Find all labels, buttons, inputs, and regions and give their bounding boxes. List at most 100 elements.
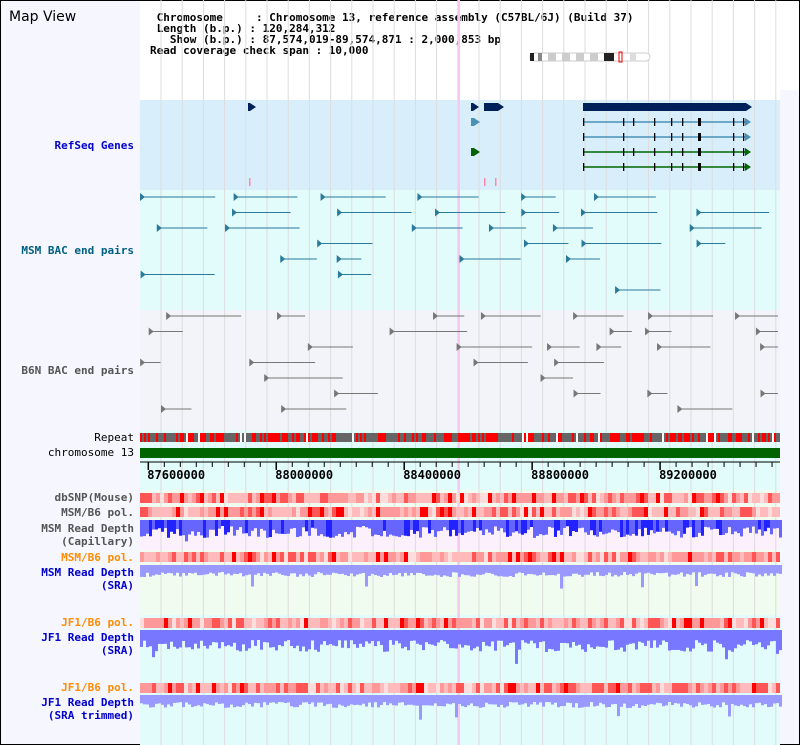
msm-cap-depth-bar [488, 520, 491, 533]
jf1-b6-pol-2-cell [228, 683, 232, 693]
dbsnp-cell [508, 493, 512, 503]
jf1-b6-pol-2-cell [700, 683, 704, 693]
msm-cap-depth-bar [698, 520, 701, 533]
msm-depth-capillary-label[interactable]: MSM Read Depth (Capillary) [41, 522, 134, 548]
msm-depth-sra-label[interactable]: MSM Read Depth (SRA) [41, 566, 134, 592]
msm-b6-pol-cell [356, 507, 360, 517]
jf1-b6-pol-2-cell [332, 683, 336, 693]
msm-sra-depth-bar [404, 565, 407, 573]
msm-b6-pol-cell [776, 507, 780, 517]
dbsnp-cell [316, 493, 320, 503]
msm-b6-sra-pol-cell [456, 552, 460, 562]
msm-b6-pol-cell [596, 507, 600, 517]
msm-sra-depth-bar [605, 565, 608, 575]
repeat-block [208, 433, 210, 442]
jf1-trim-depth-bar [509, 695, 512, 703]
msm-sra-depth-bar [386, 565, 389, 576]
msm-cap-depth-bar [230, 520, 233, 527]
jf1-b6-pol-2-cell [244, 683, 248, 693]
refseq-label[interactable]: RefSeq Genes [54, 139, 134, 152]
jf1-b6-pol-2-cell [680, 683, 684, 693]
jf1-depth-sra-label[interactable]: JF1 Read Depth (SRA) [41, 631, 134, 657]
msm-bac-label[interactable]: MSM BAC end pairs [21, 244, 134, 257]
jf1-b6-pol-2-cell [368, 683, 372, 693]
msm-sra-depth-bar [680, 565, 683, 573]
jf1-trim-depth-bar [203, 695, 206, 704]
repeat-block [352, 433, 354, 442]
jf1-sra-depth-bar [365, 630, 368, 642]
bac-end-icon [581, 239, 587, 248]
jf1-b6-pol-cell [544, 618, 548, 628]
msm-cap-depth-bar [368, 520, 371, 529]
msm-cap-depth-bar [575, 520, 578, 532]
msm-cap-depth-bar [497, 520, 500, 531]
repeat-block [710, 433, 712, 442]
jf1-b6-pol-cell [488, 618, 492, 628]
jf1-b6-pol-cell [228, 618, 232, 628]
repeat-block [288, 433, 290, 442]
jf1-sra-depth-bar [230, 630, 233, 647]
jf1-sra-depth-bar [308, 630, 311, 650]
repeat-block [456, 433, 458, 442]
jf1-sra-depth-bar [458, 630, 461, 645]
jf1-sra-depth-bar [170, 630, 173, 642]
jf1-sra-depth-bar [590, 630, 593, 648]
jf1-sra-depth-bar [629, 630, 632, 644]
dbsnp-cell [180, 493, 184, 503]
jf1-sra-depth-bar [290, 630, 293, 646]
dbsnp-label[interactable]: dbSNP(Mouse) [54, 491, 134, 504]
msm-sra-depth-bar [446, 565, 449, 577]
msm-b6-pol-cell [216, 507, 220, 517]
repeat-block [598, 433, 600, 442]
msm-sra-depth-bar [434, 565, 437, 575]
jf1-trim-depth-bar [560, 695, 563, 707]
jf1-sra-depth-bar [464, 630, 467, 646]
msm-cap-depth-bar [707, 520, 710, 528]
jf1-sra-depth-bar [242, 630, 245, 645]
dbsnp-cell [488, 493, 492, 503]
repeat-block [626, 433, 628, 442]
repeat-block [516, 433, 518, 442]
dbsnp-cell [252, 493, 256, 503]
repeat-block [642, 433, 644, 442]
msm-cap-depth-bar [299, 520, 302, 537]
jf1-b6-pol-cell [528, 618, 532, 628]
msm-cap-depth-bar [431, 520, 434, 530]
jf1-trim-depth-bar [428, 695, 431, 706]
msm-b6-pol-label[interactable]: MSM/B6 pol. [61, 506, 134, 519]
msm-b6-pol-sra-label[interactable]: MSM/B6 pol. [61, 551, 134, 564]
b6n-bac-label[interactable]: B6N BAC end pairs [21, 364, 134, 377]
msm-sra-depth-bar [317, 565, 320, 573]
jf1-trim-depth-bar [449, 695, 452, 705]
dbsnp-cell [456, 493, 460, 503]
msm-b6-pol-cell [660, 507, 664, 517]
jf1-depth-trimmed-label[interactable]: JF1 Read Depth (SRA trimmed) [41, 696, 134, 722]
repeat-block [244, 433, 246, 442]
msm-b6-sra-pol-cell [664, 552, 668, 562]
msm-cap-depth-bar [362, 520, 365, 527]
jf1-b6-pol-2-label[interactable]: JF1/B6 pol. [61, 681, 134, 694]
repeat-block [610, 433, 612, 442]
jf1-b6-pol-label[interactable]: JF1/B6 pol. [61, 616, 134, 629]
jf1-trim-depth-bar [671, 695, 674, 706]
msm-cap-depth-bar [263, 520, 266, 531]
bac-end-icon [337, 208, 343, 217]
jf1-trim-depth-bar [701, 695, 704, 705]
msm-sra-depth-bar [581, 565, 584, 577]
jf1-trim-depth-bar [530, 695, 533, 705]
repeat-block [616, 433, 618, 442]
dbsnp-cell [352, 493, 356, 503]
jf1-trim-depth-bar [245, 695, 248, 703]
jf1-b6-pol-cell [596, 618, 600, 628]
jf1-sra-depth-bar [179, 630, 182, 648]
msm-b6-pol-cell [368, 507, 372, 517]
msm-sra-depth-bar [416, 565, 419, 573]
jf1-trim-depth-bar [431, 695, 434, 706]
msm-cap-depth-bar [287, 520, 290, 534]
bac-end-icon [647, 389, 653, 398]
repeat-block [582, 433, 584, 442]
jf1-sra-depth-bar [767, 630, 770, 646]
repeat-block [236, 433, 238, 442]
repeat-block [448, 433, 450, 442]
